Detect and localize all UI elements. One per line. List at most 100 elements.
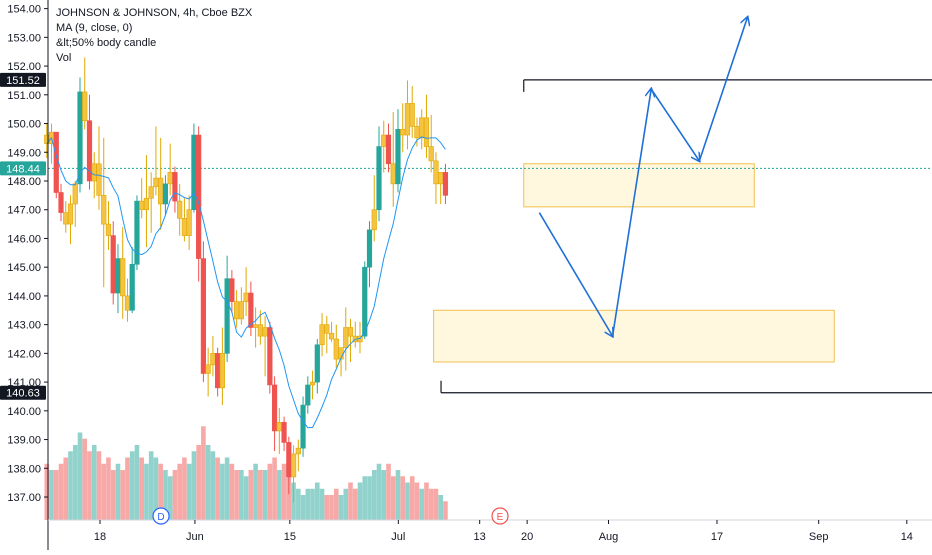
- projection-arrow: [611, 89, 652, 337]
- x-tick-label: Jun: [186, 531, 204, 543]
- volume-bar: [286, 476, 292, 520]
- candle-body: [442, 172, 449, 196]
- candle-body: [72, 183, 78, 205]
- candle-body: [129, 264, 135, 311]
- x-tick-label: Aug: [599, 531, 619, 543]
- candle-body: [120, 258, 126, 297]
- volume-bar: [205, 445, 211, 520]
- x-tick-label: 15: [284, 531, 296, 543]
- volume-bar: [158, 463, 163, 520]
- y-tick-label: 146.00: [7, 233, 41, 245]
- volume-bar: [115, 463, 121, 520]
- x-tick-label: Sep: [809, 531, 829, 543]
- candle-body: [366, 229, 373, 268]
- volume-bar: [405, 482, 410, 520]
- candle-body: [196, 134, 202, 259]
- volume-bar: [77, 432, 83, 520]
- volume-bar: [338, 495, 344, 520]
- volume-bar: [305, 488, 311, 520]
- candle-body: [376, 146, 382, 211]
- event-marker: [491, 507, 509, 525]
- candle-body: [234, 301, 240, 320]
- candle-body: [86, 120, 93, 182]
- volume-bar: [44, 463, 50, 520]
- volume-bar: [300, 495, 306, 520]
- event-marker-label: E: [497, 512, 504, 523]
- candle-body: [238, 301, 244, 320]
- volume-bar: [144, 463, 149, 520]
- volume-bar: [381, 470, 387, 520]
- volume-bar: [400, 476, 406, 520]
- x-tick-label: 17: [711, 531, 723, 543]
- candle-body: [143, 197, 150, 211]
- candle-body: [124, 295, 131, 311]
- candle-body: [262, 327, 268, 337]
- ma-line: [46, 136, 446, 429]
- volume-bar: [272, 457, 277, 520]
- volume-bar: [167, 476, 173, 520]
- volume-bar: [243, 476, 249, 520]
- volume-bar: [53, 470, 59, 520]
- candle-body: [172, 172, 178, 202]
- volume-bar: [296, 488, 301, 520]
- volume-bar: [262, 470, 268, 520]
- volume-bar: [352, 488, 358, 520]
- volume-bar: [82, 438, 88, 520]
- candle-body: [191, 134, 197, 211]
- volume-bar: [210, 451, 216, 520]
- volume-bar: [148, 451, 154, 520]
- volume-bar: [424, 482, 429, 520]
- candle-body: [276, 422, 282, 432]
- volume-bar: [110, 470, 116, 520]
- candle-body: [229, 278, 235, 302]
- volume-bar: [125, 457, 130, 520]
- zones-layer: [433, 163, 835, 363]
- volume-bar: [324, 495, 330, 520]
- volume-bar: [63, 457, 69, 520]
- volume-bar: [367, 476, 372, 520]
- event-marker-label: D: [157, 512, 164, 523]
- candle-body: [438, 172, 444, 185]
- volume-bar: [248, 470, 254, 520]
- volume-bar: [409, 476, 415, 520]
- volume-bar: [329, 495, 334, 520]
- candle-body: [404, 103, 411, 136]
- candle-body: [253, 324, 259, 328]
- candle-body: [162, 183, 169, 205]
- volume-bar: [333, 488, 339, 520]
- candle-body: [271, 384, 278, 432]
- candle-body: [177, 200, 183, 219]
- volume-bar: [177, 463, 182, 520]
- candle-body: [148, 186, 154, 199]
- volume-bar: [106, 457, 111, 520]
- candle-body: [343, 327, 349, 348]
- candle-body: [300, 404, 306, 449]
- volume-bar: [215, 457, 220, 520]
- price-label-text: 148.44: [6, 163, 40, 175]
- ma-layer: [46, 136, 446, 429]
- legend-title: JOHNSON & JOHNSON, 4h, Cboe BZX: [56, 7, 253, 19]
- volume-bars: [44, 426, 448, 520]
- volume-bar: [362, 476, 368, 520]
- volume-bar: [101, 463, 107, 520]
- candle-body: [390, 163, 396, 185]
- legend-vol: Vol: [56, 52, 72, 64]
- volume-bar: [277, 470, 282, 520]
- y-tick-label: 138.00: [7, 463, 41, 475]
- candle-body: [215, 353, 221, 389]
- candle-body: [428, 146, 434, 162]
- volume-bar: [376, 463, 382, 520]
- x-tick-label: 20: [521, 531, 533, 543]
- y-tick-label: 137.00: [7, 492, 41, 504]
- volume-bar: [172, 470, 178, 520]
- candle-body: [305, 384, 311, 406]
- volume-bar: [428, 488, 434, 520]
- price-label-text: 151.52: [6, 75, 40, 87]
- volume-bar: [414, 482, 420, 520]
- volume-bar: [220, 463, 225, 520]
- candle-body: [134, 200, 140, 265]
- y-tick-label: 148.00: [7, 176, 41, 188]
- candle-body: [200, 258, 206, 374]
